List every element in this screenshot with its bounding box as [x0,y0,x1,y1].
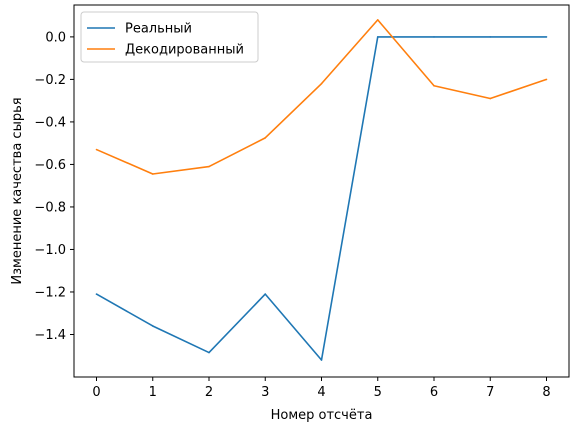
x-tick-label: 0 [92,385,100,400]
series-0-point [376,36,379,38]
series-1-point [489,97,492,100]
plot-area [74,5,569,377]
x-tick-label: 1 [149,385,157,400]
series-0-point [433,36,435,38]
series-1-point [545,78,548,81]
y-tick-label: −0.4 [34,115,66,130]
x-tick-label: 8 [542,385,550,400]
series-1-point [208,165,210,168]
series-1-point [376,19,379,21]
series-0-point [95,293,98,295]
series-0-point [320,359,323,361]
series-1-point [264,137,267,139]
x-tick-label: 7 [486,385,494,400]
legend-label-0: Реальный [125,22,192,37]
series-0-point [489,36,492,38]
x-tick-label: 4 [317,385,325,400]
series-0-point [264,293,267,295]
y-tick-label: −1.2 [34,285,66,300]
x-tick-label: 2 [205,385,213,400]
series-1-point [151,173,154,175]
y-tick-label: −0.8 [34,200,66,215]
x-tick-label: 5 [374,385,382,400]
legend-box [80,11,259,63]
y-axis-label: Изменение качества сырья [10,97,25,284]
legend: Реальный Декодированный [80,11,259,63]
y-tick-label: 0.0 [45,30,66,45]
series-1-point [95,148,98,151]
x-axis-ticks: 0 1 2 3 4 5 6 7 8 [92,377,551,400]
series-layer [95,19,548,361]
series-1-point [320,82,323,85]
y-axis-ticks: 0.0 −0.2 −0.4 −0.6 −0.8 −1.0 −1.2 −1.4 [34,30,74,343]
series-1-point [433,84,435,87]
y-tick-label: −0.6 [34,158,66,173]
series-0-point [151,325,154,327]
series-0-point [545,36,548,38]
y-tick-label: −1.0 [34,243,66,258]
y-tick-label: −1.4 [34,328,66,343]
x-axis-label: Номер отсчёта [271,408,373,423]
legend-label-1: Декодированный [125,43,244,58]
series-0-point [208,351,210,354]
x-tick-label: 3 [261,385,269,400]
x-tick-label: 6 [430,385,438,400]
y-tick-label: −0.2 [34,73,66,88]
